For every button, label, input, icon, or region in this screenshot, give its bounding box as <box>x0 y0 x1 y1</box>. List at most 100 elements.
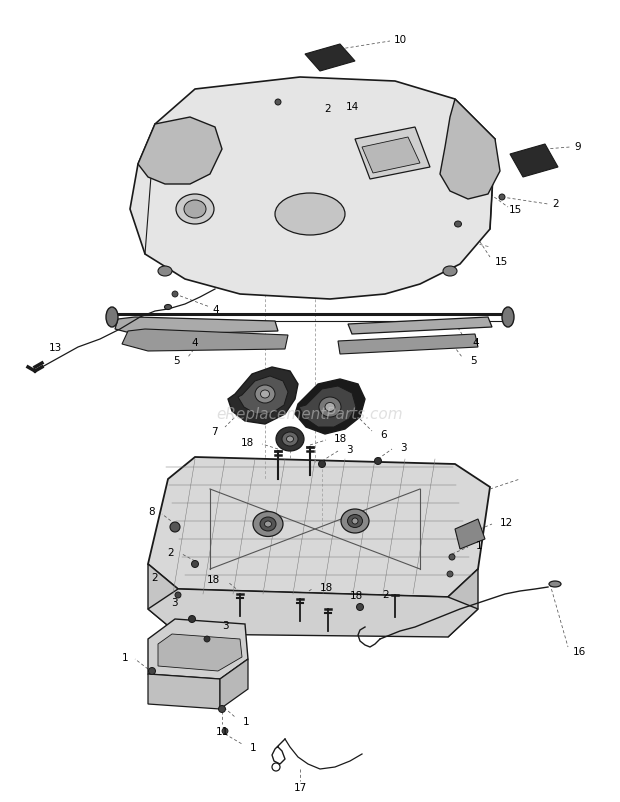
Ellipse shape <box>265 521 272 528</box>
Text: 11: 11 <box>215 726 229 736</box>
Ellipse shape <box>447 571 453 577</box>
Text: 7: 7 <box>211 427 218 436</box>
Ellipse shape <box>282 432 298 447</box>
Polygon shape <box>348 318 492 334</box>
Text: 4: 4 <box>212 305 219 314</box>
Text: 14: 14 <box>345 102 358 111</box>
Polygon shape <box>148 589 478 638</box>
Text: 5: 5 <box>174 355 180 366</box>
Ellipse shape <box>164 305 172 310</box>
Polygon shape <box>448 569 478 638</box>
Ellipse shape <box>260 517 276 532</box>
Text: 1: 1 <box>243 716 250 726</box>
Text: 10: 10 <box>394 35 407 45</box>
Text: 12: 12 <box>500 517 513 528</box>
Text: 15: 15 <box>495 257 508 267</box>
Ellipse shape <box>356 604 363 611</box>
Ellipse shape <box>184 200 206 219</box>
Ellipse shape <box>218 706 226 713</box>
Polygon shape <box>148 565 178 634</box>
Text: 5: 5 <box>470 355 477 366</box>
Text: 16: 16 <box>573 646 587 656</box>
Ellipse shape <box>260 391 270 399</box>
Polygon shape <box>148 457 490 597</box>
Ellipse shape <box>454 221 461 228</box>
Text: 18: 18 <box>206 574 220 585</box>
Polygon shape <box>220 659 248 709</box>
Ellipse shape <box>341 509 369 533</box>
Polygon shape <box>138 118 222 184</box>
Text: 2: 2 <box>151 573 158 582</box>
Text: 1: 1 <box>476 541 482 550</box>
Polygon shape <box>440 100 500 200</box>
Text: 2: 2 <box>325 104 331 114</box>
Ellipse shape <box>347 515 363 528</box>
Polygon shape <box>295 379 365 435</box>
Text: 18: 18 <box>350 590 363 600</box>
Ellipse shape <box>222 728 228 734</box>
Text: 2: 2 <box>382 589 389 599</box>
Polygon shape <box>362 138 420 174</box>
Text: 8: 8 <box>148 506 155 516</box>
Ellipse shape <box>319 398 341 418</box>
Ellipse shape <box>319 461 326 468</box>
Ellipse shape <box>374 458 381 465</box>
Ellipse shape <box>286 436 293 443</box>
Text: 13: 13 <box>49 342 62 353</box>
Text: 9: 9 <box>575 142 582 152</box>
Polygon shape <box>148 674 220 709</box>
Text: 1: 1 <box>122 652 128 662</box>
Text: 4: 4 <box>192 338 198 347</box>
Polygon shape <box>455 520 485 549</box>
Polygon shape <box>122 330 288 351</box>
Ellipse shape <box>443 267 457 277</box>
Ellipse shape <box>275 100 281 106</box>
Text: 18: 18 <box>334 433 347 444</box>
Text: 17: 17 <box>293 782 307 792</box>
Polygon shape <box>510 145 558 178</box>
Ellipse shape <box>176 195 214 225</box>
Polygon shape <box>338 334 478 354</box>
Text: 2: 2 <box>552 199 559 209</box>
Polygon shape <box>238 376 288 415</box>
Text: 18: 18 <box>320 582 333 592</box>
Ellipse shape <box>549 581 561 587</box>
Polygon shape <box>148 619 248 679</box>
Text: 2: 2 <box>167 547 174 557</box>
Ellipse shape <box>253 512 283 537</box>
Polygon shape <box>115 318 278 335</box>
Text: 3: 3 <box>222 620 229 630</box>
Ellipse shape <box>325 403 335 412</box>
Ellipse shape <box>172 292 178 298</box>
Text: 6: 6 <box>380 429 387 439</box>
Ellipse shape <box>499 195 505 200</box>
Text: 15: 15 <box>508 205 521 215</box>
Polygon shape <box>158 634 242 671</box>
Polygon shape <box>305 45 355 72</box>
Polygon shape <box>355 128 430 180</box>
Ellipse shape <box>188 616 195 622</box>
Polygon shape <box>130 78 495 300</box>
Ellipse shape <box>352 518 358 525</box>
Ellipse shape <box>276 427 304 452</box>
Text: 1: 1 <box>250 742 257 752</box>
Ellipse shape <box>449 554 455 561</box>
Text: 3: 3 <box>400 443 407 452</box>
Ellipse shape <box>170 522 180 533</box>
Ellipse shape <box>149 668 156 674</box>
Polygon shape <box>299 387 356 427</box>
Ellipse shape <box>255 386 275 403</box>
Ellipse shape <box>192 561 198 568</box>
Ellipse shape <box>106 308 118 327</box>
Ellipse shape <box>275 194 345 236</box>
Ellipse shape <box>502 308 514 327</box>
Text: 4: 4 <box>472 338 479 347</box>
Text: 18: 18 <box>241 437 254 448</box>
Ellipse shape <box>204 636 210 642</box>
Ellipse shape <box>175 592 181 598</box>
Polygon shape <box>228 367 298 424</box>
Text: eReplacementParts.com: eReplacementParts.com <box>216 407 404 422</box>
Text: 3: 3 <box>171 597 178 607</box>
Ellipse shape <box>158 267 172 277</box>
Text: 3: 3 <box>346 444 353 455</box>
